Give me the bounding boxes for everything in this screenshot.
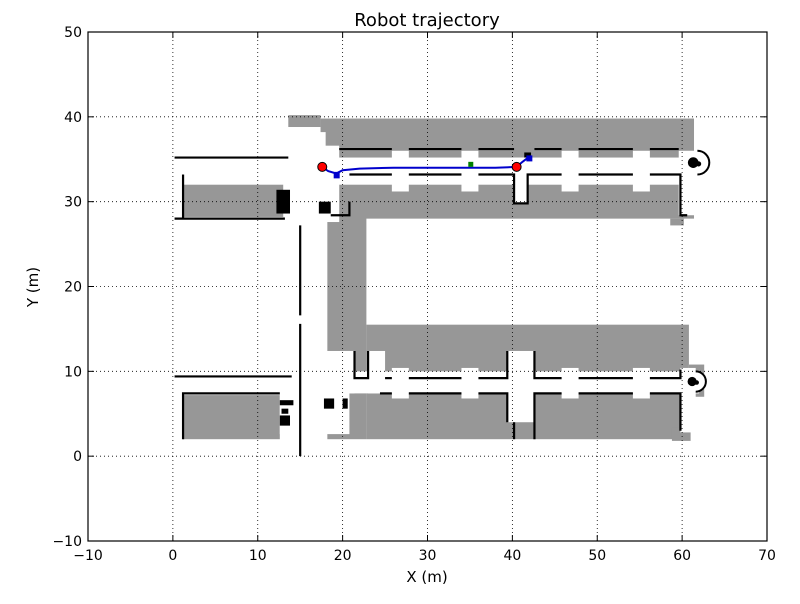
obstacle-dot — [687, 376, 697, 387]
obstacle-dot — [695, 161, 702, 167]
wall-line — [533, 392, 562, 440]
wall-line — [649, 173, 688, 217]
y-tick-label: 50 — [64, 25, 82, 41]
x-tick-label: 40 — [503, 548, 521, 564]
y-tick-label: 20 — [64, 280, 82, 296]
obstacle-block — [279, 415, 291, 426]
y-tick-label: 30 — [64, 195, 82, 211]
explored-region — [183, 395, 280, 440]
wall-line — [478, 173, 562, 205]
obstacle-dot — [694, 380, 699, 385]
y-axis-label: Y (m) — [24, 267, 42, 308]
free-space-region — [288, 293, 323, 321]
plot-area — [87, 31, 768, 542]
trajectory-point — [333, 172, 340, 179]
trajectory-point — [526, 155, 533, 162]
obstacle-block — [342, 398, 348, 409]
x-axis-label: X (m) — [406, 568, 447, 586]
free-space-region — [174, 371, 700, 394]
waypoint-marker — [511, 161, 522, 172]
wall-line — [478, 350, 509, 380]
x-tick-label: 20 — [334, 548, 352, 564]
obstacle-block — [524, 152, 532, 158]
free-space-region — [391, 150, 409, 192]
y-tick-label: 0 — [73, 449, 82, 465]
y-tick-label: −10 — [52, 534, 82, 550]
obstacle-block — [276, 189, 291, 214]
x-tick-label: 60 — [673, 548, 691, 564]
wall-line — [181, 392, 280, 440]
y-axis: −10 0 10 20 30 40 50 — [52, 25, 767, 550]
explored-region — [288, 115, 321, 128]
x-tick-label: 30 — [419, 548, 437, 564]
free-space-region — [368, 350, 386, 394]
obstacle-block — [318, 201, 331, 214]
obstacle-dot — [687, 157, 699, 168]
y-tick-label: 10 — [64, 364, 82, 380]
wall-line — [649, 369, 682, 380]
free-space-region — [561, 367, 579, 399]
x-tick-label: 70 — [758, 548, 776, 564]
x-tick-label: 0 — [168, 548, 177, 564]
free-space-region — [632, 367, 650, 399]
y-tick-label: 40 — [64, 110, 82, 126]
free-space-region — [174, 157, 700, 185]
wall-line — [330, 201, 351, 217]
x-tick-label: 10 — [249, 548, 267, 564]
obstacle-block — [279, 400, 294, 406]
free-space-region — [283, 145, 340, 223]
free-space-region — [391, 367, 409, 399]
wall-arc — [697, 149, 711, 176]
chart-title: Robot trajectory — [354, 10, 500, 31]
x-axis: −10 0 10 20 30 40 50 60 70 — [73, 32, 776, 564]
free-space-region — [461, 367, 479, 399]
wall-line — [478, 392, 509, 423]
free-space-region — [507, 350, 535, 423]
obstacle-block — [323, 398, 335, 409]
wall-arc — [695, 370, 707, 393]
x-tick-label: 50 — [588, 548, 606, 564]
x-tick-label: −10 — [73, 548, 103, 564]
wall-line — [533, 350, 562, 380]
obstacle-block — [281, 408, 289, 414]
wall-line — [353, 350, 370, 380]
green-marker — [468, 161, 474, 167]
free-space-region — [320, 350, 355, 394]
free-space-region — [632, 150, 650, 192]
free-space-region — [561, 150, 579, 192]
explored-region — [670, 218, 684, 226]
free-space-region — [461, 150, 479, 192]
waypoint-marker — [317, 161, 328, 172]
wall-line — [649, 392, 682, 431]
